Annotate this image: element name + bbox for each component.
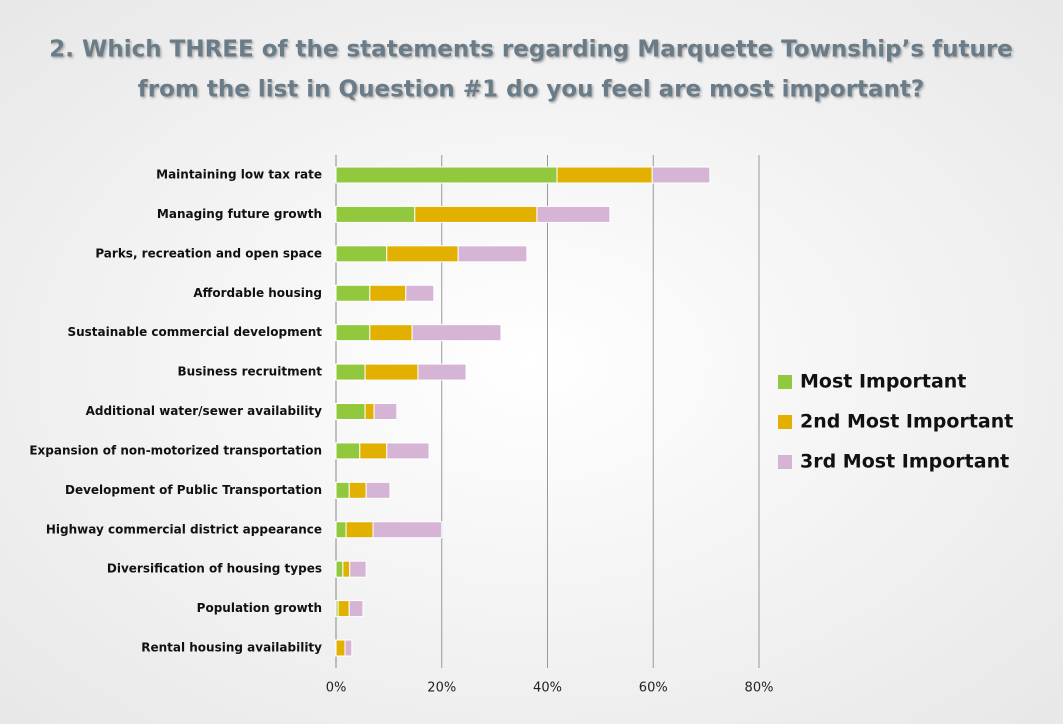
bar-segment xyxy=(369,284,407,302)
bar-segment xyxy=(335,481,350,499)
bar-segment xyxy=(369,324,413,342)
category-label: Expansion of non-motorized transportatio… xyxy=(29,443,322,457)
category-label: Population growth xyxy=(197,601,322,615)
bar-segment xyxy=(411,324,502,342)
bar-segment xyxy=(337,600,350,618)
category-label: Maintaining low tax rate xyxy=(156,168,322,182)
x-tick-label: 0% xyxy=(326,681,347,696)
bar-segment xyxy=(386,245,459,263)
category-label: Parks, recreation and open space xyxy=(95,246,322,260)
bar-segment xyxy=(335,442,361,460)
bar-segment xyxy=(457,245,528,263)
x-tick-label: 60% xyxy=(639,681,668,696)
legend-label: 2nd Most Important xyxy=(800,411,1013,433)
bar-segment xyxy=(414,205,538,223)
bar-segment xyxy=(386,442,430,460)
category-label: Additional water/sewer availability xyxy=(86,404,323,418)
category-label: Affordable housing xyxy=(193,286,322,300)
x-tick-label: 80% xyxy=(745,681,774,696)
legend-label: Most Important xyxy=(800,371,966,393)
x-tick-label: 20% xyxy=(427,681,456,696)
bar-segment xyxy=(373,403,398,420)
bar-segment xyxy=(335,521,347,539)
bar-segment xyxy=(417,363,467,381)
bar-segment xyxy=(335,363,366,381)
legend-swatch xyxy=(778,415,792,429)
bar-segment xyxy=(365,481,391,499)
category-label: Business recruitment xyxy=(178,365,323,379)
bar-segment xyxy=(372,521,443,539)
bar-segment xyxy=(536,205,611,223)
bar-segment xyxy=(359,442,388,460)
bar-segment xyxy=(556,166,653,184)
bar-segment xyxy=(335,245,388,263)
bar-segment xyxy=(349,560,367,578)
bar-segment xyxy=(405,284,435,302)
bar-segment xyxy=(335,284,371,302)
bar-segment xyxy=(364,363,419,381)
category-label: Highway commercial district appearance xyxy=(46,522,322,536)
category-label: Diversification of housing types xyxy=(107,562,322,576)
legend-label: 3rd Most Important xyxy=(800,451,1009,473)
bar-segment xyxy=(651,166,711,184)
category-label: Sustainable commercial development xyxy=(67,325,322,339)
legend-swatch xyxy=(778,455,792,469)
chart-title: 2. Which THREE of the statements regardi… xyxy=(49,37,1013,63)
bar-segment xyxy=(344,639,353,657)
bar-segment xyxy=(348,600,364,618)
bar-segment xyxy=(345,521,374,539)
legend-swatch xyxy=(778,375,792,389)
bar-segment xyxy=(342,560,351,578)
bar-segment xyxy=(335,639,346,657)
bar-segment xyxy=(335,324,371,342)
bar-segment xyxy=(348,481,367,499)
category-label: Managing future growth xyxy=(157,207,322,221)
bar-segment xyxy=(335,166,558,184)
bar-segment xyxy=(335,403,366,420)
chart-title: from the list in Question #1 do you feel… xyxy=(138,77,925,103)
category-label: Rental housing availability xyxy=(141,641,322,655)
category-label: Development of Public Transportation xyxy=(65,483,322,497)
bar-segment xyxy=(335,205,416,223)
x-tick-label: 40% xyxy=(533,681,562,696)
bar-segment xyxy=(335,560,344,578)
bar-segment xyxy=(364,403,375,420)
